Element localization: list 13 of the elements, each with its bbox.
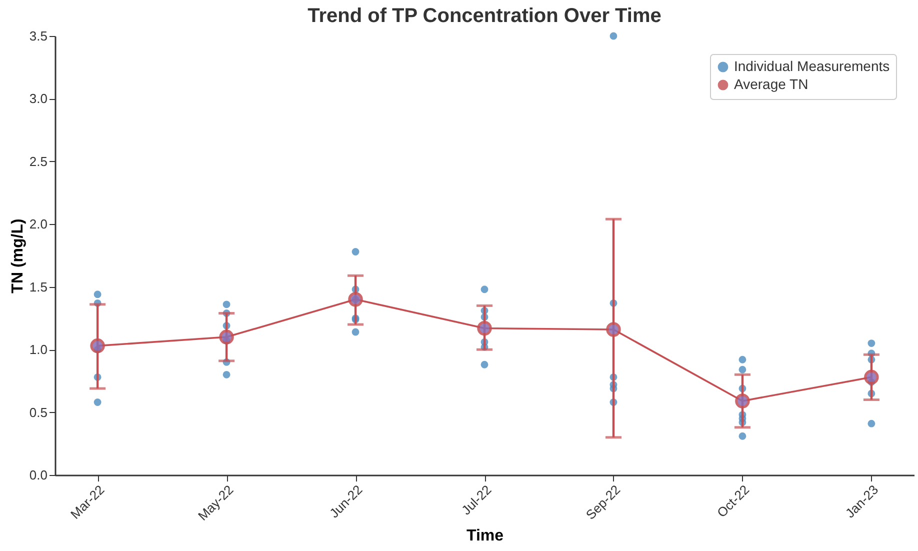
y-axis-title: TN (mg/L) [9, 218, 26, 294]
legend-label: Individual Measurements [734, 58, 890, 74]
legend-label: Average TN [734, 76, 808, 92]
y-tick-label: 3.0 [29, 91, 48, 106]
y-tick-label: 1.0 [29, 342, 48, 358]
y-tick-label: 3.5 [29, 28, 48, 44]
y-tick-label: 0.5 [29, 404, 48, 420]
y-tick-label: 1.5 [29, 279, 48, 294]
y-tick-label: 0.0 [29, 468, 48, 482]
y-tick-label: 2.0 [29, 216, 48, 232]
x-axis-title: Time [466, 527, 504, 544]
y-tick-label: 2.5 [29, 154, 48, 169]
chart-title: Trend of TP Concentration Over Time [308, 5, 662, 27]
